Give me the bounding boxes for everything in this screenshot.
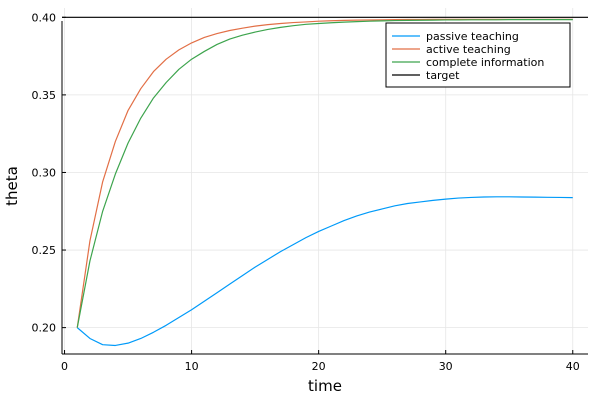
legend-label: target	[426, 69, 460, 82]
axis-ticks: 0 10 20 30 40 0.20 0.25 0.30 0.35 0.40	[32, 11, 580, 373]
x-tick-label: 30	[439, 360, 453, 373]
y-axis-label: theta	[3, 166, 21, 206]
y-tick-label: 0.35	[32, 89, 57, 102]
x-tick-label: 10	[185, 360, 199, 373]
y-tick-label: 0.20	[32, 322, 57, 335]
legend-label: active teaching	[426, 43, 511, 56]
legend-box	[385, 22, 571, 88]
series-lines	[62, 16, 588, 347]
legend-label: passive teaching	[426, 30, 519, 43]
series-line-complete-information	[76, 19, 573, 328]
x-tick-label: 0	[61, 360, 68, 373]
series-line-passive-teaching	[76, 196, 573, 347]
axes	[61, 21, 588, 355]
y-tick-label: 0.25	[32, 244, 57, 257]
x-tick-label: 20	[312, 360, 326, 373]
x-axis-label: time	[308, 377, 342, 395]
x-tick-label: 40	[566, 360, 580, 373]
y-tick-label: 0.30	[32, 166, 57, 179]
y-tick-label: 0.40	[32, 11, 57, 24]
legend-label: complete information	[426, 56, 544, 69]
